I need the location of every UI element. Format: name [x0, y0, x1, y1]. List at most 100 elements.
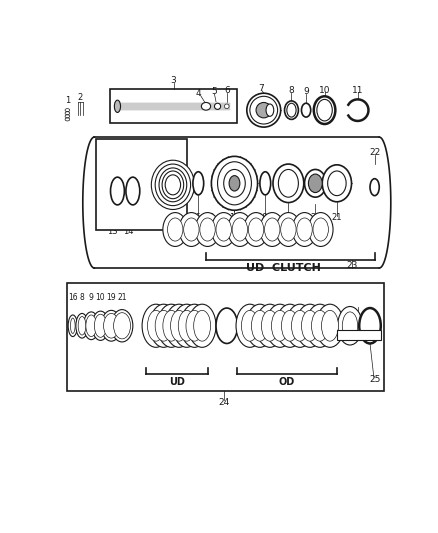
Text: 11: 11: [352, 86, 364, 95]
Ellipse shape: [201, 102, 211, 110]
Ellipse shape: [308, 174, 322, 192]
Ellipse shape: [173, 304, 201, 348]
Ellipse shape: [232, 218, 247, 241]
Ellipse shape: [296, 304, 324, 348]
Ellipse shape: [266, 304, 294, 348]
Ellipse shape: [101, 310, 121, 341]
Ellipse shape: [311, 310, 328, 341]
Bar: [110, 88, 237, 123]
Ellipse shape: [317, 99, 332, 121]
Text: UD: UD: [169, 377, 185, 387]
Ellipse shape: [186, 310, 203, 341]
Ellipse shape: [188, 304, 216, 348]
Ellipse shape: [178, 310, 195, 341]
Ellipse shape: [216, 218, 231, 241]
Text: 5: 5: [211, 87, 216, 96]
Ellipse shape: [248, 218, 264, 241]
Ellipse shape: [155, 164, 191, 206]
Ellipse shape: [276, 304, 304, 348]
Ellipse shape: [200, 218, 215, 241]
Ellipse shape: [111, 310, 133, 342]
Ellipse shape: [78, 317, 86, 335]
Ellipse shape: [276, 213, 301, 246]
Ellipse shape: [370, 179, 379, 196]
Ellipse shape: [179, 213, 204, 246]
Ellipse shape: [247, 93, 281, 127]
Text: UD  CLUTCH: UD CLUTCH: [246, 263, 321, 273]
Ellipse shape: [306, 304, 334, 348]
Text: 24: 24: [219, 398, 230, 407]
Ellipse shape: [158, 304, 185, 348]
Text: 22: 22: [369, 148, 380, 157]
Ellipse shape: [142, 304, 170, 348]
Ellipse shape: [126, 177, 140, 205]
Ellipse shape: [216, 308, 237, 343]
Ellipse shape: [103, 313, 119, 338]
Text: 12: 12: [135, 145, 146, 154]
Ellipse shape: [297, 218, 312, 241]
Ellipse shape: [256, 102, 272, 118]
Ellipse shape: [212, 156, 258, 210]
Ellipse shape: [224, 169, 245, 197]
Ellipse shape: [272, 310, 288, 341]
Text: 18: 18: [257, 213, 268, 222]
Bar: [96, 140, 187, 230]
Ellipse shape: [279, 169, 298, 197]
Ellipse shape: [114, 100, 120, 112]
Ellipse shape: [292, 213, 317, 246]
Text: 25: 25: [370, 375, 381, 384]
Ellipse shape: [281, 218, 296, 241]
Ellipse shape: [301, 103, 311, 117]
Ellipse shape: [224, 104, 229, 109]
Ellipse shape: [113, 313, 131, 339]
Ellipse shape: [322, 165, 352, 202]
Ellipse shape: [244, 213, 268, 246]
Ellipse shape: [342, 312, 358, 340]
Ellipse shape: [313, 218, 328, 241]
Text: 15: 15: [144, 149, 154, 158]
Text: 16: 16: [190, 213, 201, 222]
Text: OD: OD: [279, 377, 295, 387]
Ellipse shape: [246, 304, 274, 348]
Text: 4: 4: [195, 88, 201, 98]
Text: 21: 21: [117, 293, 127, 302]
Ellipse shape: [321, 310, 339, 341]
Ellipse shape: [165, 304, 193, 348]
Text: 19: 19: [283, 213, 293, 222]
Text: 2: 2: [78, 93, 83, 102]
Ellipse shape: [359, 308, 381, 343]
Ellipse shape: [184, 218, 199, 241]
Ellipse shape: [286, 304, 314, 348]
Ellipse shape: [266, 104, 274, 116]
Ellipse shape: [151, 160, 194, 209]
Text: 1: 1: [65, 96, 70, 106]
Text: 8: 8: [80, 293, 85, 302]
Ellipse shape: [304, 169, 326, 197]
Ellipse shape: [194, 310, 211, 341]
Text: REVERSE: REVERSE: [339, 330, 378, 340]
Ellipse shape: [250, 96, 278, 124]
Ellipse shape: [180, 304, 208, 348]
Ellipse shape: [110, 177, 124, 205]
Text: 20: 20: [310, 213, 321, 222]
Ellipse shape: [215, 103, 221, 109]
Ellipse shape: [170, 310, 187, 341]
Ellipse shape: [165, 175, 180, 195]
Ellipse shape: [86, 315, 97, 336]
Text: 3: 3: [171, 76, 177, 85]
Text: 14: 14: [123, 227, 134, 236]
Ellipse shape: [84, 312, 99, 340]
Ellipse shape: [256, 304, 284, 348]
Ellipse shape: [212, 213, 236, 246]
Ellipse shape: [260, 213, 285, 246]
Ellipse shape: [308, 213, 333, 246]
Ellipse shape: [301, 310, 318, 341]
Ellipse shape: [159, 168, 187, 202]
Ellipse shape: [251, 310, 268, 341]
Ellipse shape: [328, 171, 346, 196]
Ellipse shape: [261, 310, 279, 341]
Ellipse shape: [94, 314, 107, 337]
Ellipse shape: [229, 175, 240, 191]
Ellipse shape: [314, 96, 336, 124]
Ellipse shape: [338, 306, 362, 345]
